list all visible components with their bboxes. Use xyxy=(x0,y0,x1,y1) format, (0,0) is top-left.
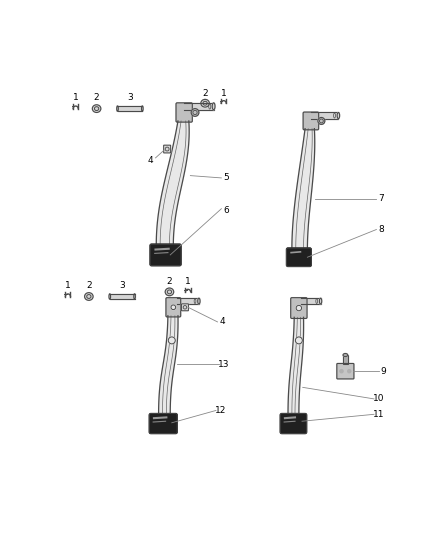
Circle shape xyxy=(168,337,175,344)
Text: 1: 1 xyxy=(65,281,71,290)
Text: 4: 4 xyxy=(148,156,154,165)
Ellipse shape xyxy=(340,370,343,373)
Bar xyxy=(343,355,348,364)
Ellipse shape xyxy=(117,106,118,111)
Ellipse shape xyxy=(198,298,200,304)
Text: 3: 3 xyxy=(127,93,133,102)
Text: 11: 11 xyxy=(373,410,385,419)
Polygon shape xyxy=(292,128,315,249)
Text: 7: 7 xyxy=(378,194,384,203)
FancyBboxPatch shape xyxy=(166,297,181,317)
FancyBboxPatch shape xyxy=(303,112,318,130)
Bar xyxy=(117,106,142,111)
Ellipse shape xyxy=(141,106,143,111)
Text: 6: 6 xyxy=(223,206,229,215)
Ellipse shape xyxy=(85,293,93,301)
Text: 1: 1 xyxy=(73,93,78,102)
FancyBboxPatch shape xyxy=(280,414,307,433)
Text: 2: 2 xyxy=(94,93,99,102)
Ellipse shape xyxy=(134,294,135,299)
Bar xyxy=(177,298,199,304)
Circle shape xyxy=(295,337,302,344)
Bar xyxy=(110,294,134,299)
Ellipse shape xyxy=(348,370,351,373)
Ellipse shape xyxy=(318,117,325,124)
FancyBboxPatch shape xyxy=(291,297,307,318)
Text: 3: 3 xyxy=(119,281,125,290)
FancyBboxPatch shape xyxy=(164,145,171,153)
Text: 10: 10 xyxy=(373,394,385,403)
Text: 1: 1 xyxy=(221,88,226,98)
Text: 2: 2 xyxy=(86,281,92,290)
FancyBboxPatch shape xyxy=(176,103,192,122)
FancyBboxPatch shape xyxy=(286,248,311,266)
Ellipse shape xyxy=(319,298,322,304)
Text: 12: 12 xyxy=(215,406,226,415)
Ellipse shape xyxy=(171,305,176,310)
Bar xyxy=(301,298,321,304)
Polygon shape xyxy=(288,317,304,414)
Ellipse shape xyxy=(109,294,110,299)
Text: 5: 5 xyxy=(223,173,229,182)
Text: 2: 2 xyxy=(166,277,172,286)
Text: 9: 9 xyxy=(381,367,386,376)
Ellipse shape xyxy=(343,353,348,357)
Ellipse shape xyxy=(165,288,174,296)
Ellipse shape xyxy=(92,105,101,112)
Bar xyxy=(311,112,339,119)
Text: 8: 8 xyxy=(378,225,384,234)
FancyBboxPatch shape xyxy=(337,364,354,379)
FancyBboxPatch shape xyxy=(181,304,188,311)
Ellipse shape xyxy=(191,109,199,116)
Ellipse shape xyxy=(296,305,302,311)
Ellipse shape xyxy=(337,112,339,119)
Text: 4: 4 xyxy=(219,318,225,326)
Text: 1: 1 xyxy=(185,277,191,286)
Bar xyxy=(184,103,214,110)
Ellipse shape xyxy=(201,99,209,107)
Polygon shape xyxy=(156,121,189,245)
Text: 2: 2 xyxy=(202,88,208,98)
Ellipse shape xyxy=(212,103,215,110)
Polygon shape xyxy=(159,316,178,414)
Text: 13: 13 xyxy=(218,360,230,369)
FancyBboxPatch shape xyxy=(149,414,177,433)
FancyBboxPatch shape xyxy=(150,244,181,265)
Bar xyxy=(343,355,348,364)
